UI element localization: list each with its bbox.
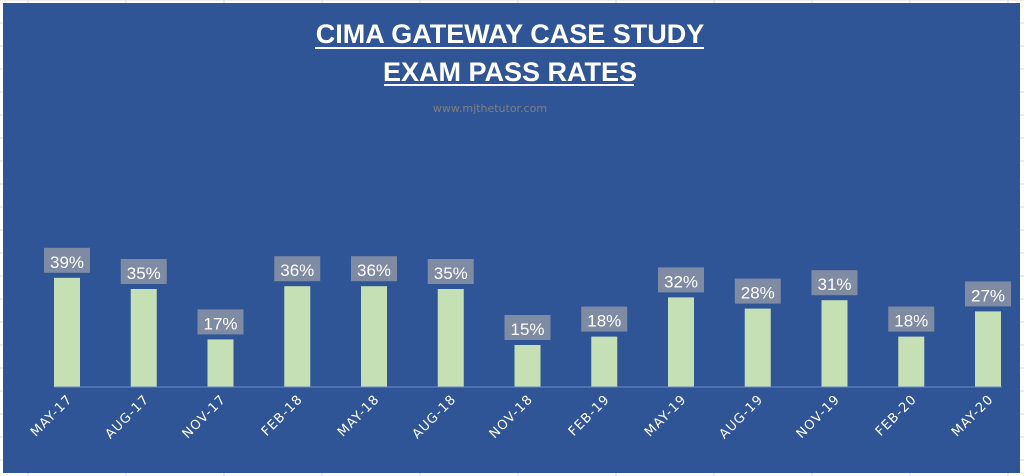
data-label-box (274, 256, 321, 282)
data-label-box (888, 306, 935, 332)
data-label-box (811, 270, 858, 296)
data-label: 18% (587, 312, 621, 331)
data-label: 35% (127, 264, 161, 283)
data-label: 27% (971, 286, 1005, 305)
data-label-box (351, 256, 397, 282)
bar-may-17 (54, 277, 80, 387)
data-label-box (581, 306, 628, 332)
data-label-box (658, 267, 704, 293)
data-label-box (120, 259, 167, 284)
bar-may-19 (668, 297, 694, 387)
data-label: 15% (510, 320, 544, 339)
bar-nov-17 (207, 339, 234, 387)
chart-background (3, 3, 1020, 473)
bar-may-20 (975, 311, 1001, 387)
data-label: 35% (434, 264, 468, 283)
data-label-box (427, 259, 474, 284)
bar-feb-19 (591, 336, 618, 387)
data-label-box (197, 309, 244, 335)
bar-nov-18 (514, 345, 541, 387)
bar-feb-20 (898, 336, 925, 387)
data-label: 32% (664, 272, 698, 291)
bar-aug-17 (130, 289, 157, 387)
data-label: 36% (357, 261, 391, 280)
data-label: 18% (894, 312, 928, 331)
data-label-box (44, 247, 90, 273)
data-label: 17% (203, 314, 237, 333)
data-label: 28% (741, 284, 775, 303)
bar-nov-19 (821, 300, 848, 387)
chart-subtitle: www.mjthetutor.com (433, 102, 547, 115)
data-label-box (965, 281, 1011, 307)
data-label: 36% (280, 261, 314, 280)
data-label: 31% (817, 275, 851, 294)
data-label-box (734, 278, 781, 304)
chart-title-line-2: EXAM PASS RATES (383, 57, 637, 87)
bar-aug-19 (744, 308, 771, 387)
bar-may-18 (361, 286, 387, 387)
data-label: 39% (50, 253, 84, 272)
bar-feb-18 (284, 286, 311, 387)
bar-aug-18 (437, 289, 464, 387)
chart-title-line-1: CIMA GATEWAY CASE STUDY (316, 19, 705, 49)
data-label-box (504, 315, 551, 340)
